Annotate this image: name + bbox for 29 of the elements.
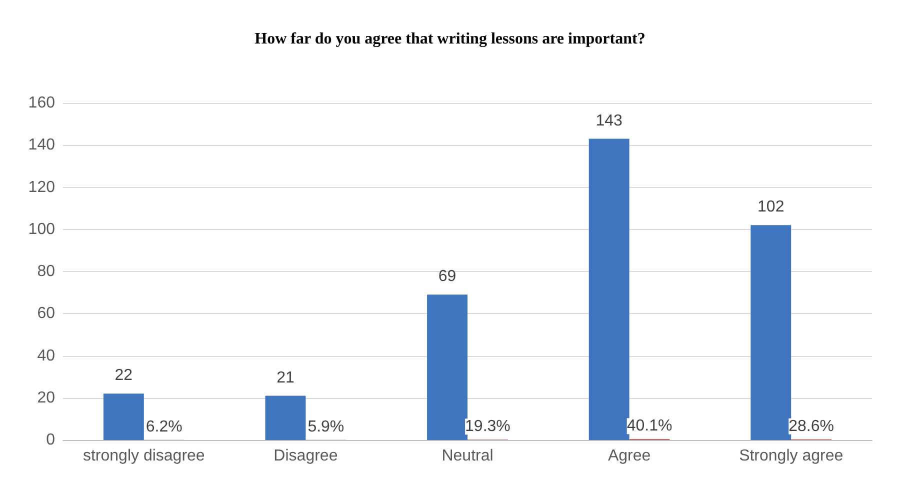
chart-title: How far do you agree that writing lessons are important?: [254, 30, 646, 48]
data-label: 5.9%: [308, 418, 344, 436]
x-tick-label: Neutral: [442, 448, 494, 464]
data-label: 143: [596, 112, 623, 130]
bar: [265, 396, 306, 440]
y-tick-label: 80: [37, 263, 56, 280]
y-tick-label: 20: [37, 389, 56, 406]
data-label: 6.2%: [146, 418, 182, 436]
y-tick-label: 100: [28, 220, 56, 238]
y-tick-label: 60: [37, 305, 56, 322]
x-tick-label: Agree: [608, 448, 651, 464]
data-label: 40.1%: [626, 418, 672, 435]
x-tick-label: Strongly agree: [739, 448, 844, 464]
x-tick-label: strongly disagree: [82, 448, 205, 464]
y-tick-label: 160: [28, 94, 56, 112]
data-label: 22: [114, 367, 133, 384]
data-label: 69: [438, 268, 456, 286]
y-tick-label: 140: [28, 136, 56, 154]
x-tick-label: Disagree: [274, 448, 338, 464]
bar: [427, 294, 468, 440]
data-label: 21: [276, 369, 294, 386]
bar: [750, 225, 792, 440]
data-label: 28.6%: [788, 418, 834, 435]
y-tick-label: 40: [37, 347, 56, 364]
data-label: 102: [758, 198, 784, 216]
bar: [103, 394, 144, 440]
y-tick-label: 120: [28, 178, 56, 196]
data-label: 19.3%: [465, 418, 510, 436]
y-tick-label: 0: [46, 432, 56, 448]
